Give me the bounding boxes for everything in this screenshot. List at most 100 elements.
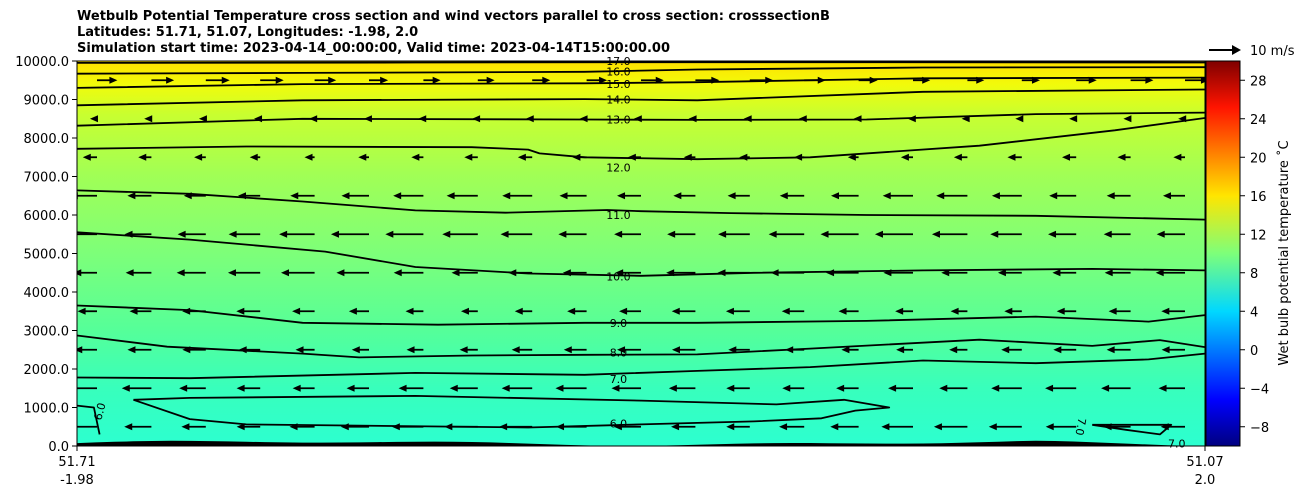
- contour-label: 13.0: [606, 114, 631, 127]
- wind-arrowhead: [895, 307, 904, 315]
- wind-arrowhead: [779, 423, 788, 431]
- contour-labels: 17.016.015.014.013.012.011.010.09.08.07.…: [91, 55, 1186, 451]
- wind-arrowhead: [1049, 192, 1058, 200]
- colorbar-tick-label: 4: [1250, 305, 1258, 320]
- wind-arrowhead: [572, 153, 581, 161]
- y-tick-label: 1000.0: [24, 402, 70, 417]
- wind-arrowhead: [798, 115, 807, 123]
- y-tick-label: 9000.0: [24, 94, 70, 109]
- wind-arrowhead: [1045, 384, 1054, 392]
- colorbar-tick-label: 24: [1250, 113, 1267, 128]
- contour-label: 7.0: [1073, 417, 1089, 436]
- wind-arrowhead: [627, 153, 636, 161]
- wind-arrowhead: [655, 76, 664, 84]
- wind-arrowhead: [726, 423, 735, 431]
- wind-arrowhead: [517, 153, 526, 161]
- wind-arrowhead: [633, 115, 642, 123]
- wind-arrowhead: [144, 115, 153, 123]
- wind-arrowhead: [418, 115, 427, 123]
- contour-label: 14.0: [606, 94, 631, 107]
- wind-arrowhead: [295, 346, 304, 354]
- wind-arrowhead: [121, 384, 130, 392]
- wind-arrowhead: [614, 230, 623, 238]
- wind-arrowhead: [69, 231, 77, 238]
- wind-arrowhead: [405, 307, 414, 315]
- wind-arrowhead: [500, 230, 509, 238]
- wind-arrowhead: [1161, 307, 1170, 315]
- wind-arrowhead: [449, 384, 458, 392]
- wind-arrowhead: [874, 230, 883, 238]
- wind-arrowhead: [556, 423, 565, 431]
- wind-arrowhead: [781, 307, 790, 315]
- wind-arrowhead: [124, 230, 133, 238]
- contour-line-15: [77, 76, 1205, 89]
- wind-arrowhead: [888, 384, 897, 392]
- contour-label: 7.0: [1168, 438, 1186, 451]
- wind-arrowhead: [181, 423, 190, 431]
- wind-arrowhead: [563, 346, 572, 354]
- wind-arrowhead: [1048, 230, 1057, 238]
- colorbar-tick-label: 0: [1250, 344, 1258, 359]
- chart-title-line-1: Wetbulb Potential Temperature cross sect…: [77, 9, 830, 24]
- wind-arrowhead: [1117, 153, 1126, 161]
- wind-arrowhead: [830, 423, 839, 431]
- x-tick-label-latitude: 51.71: [58, 455, 95, 470]
- wind-arrowhead: [138, 153, 147, 161]
- y-tick-label: 5000.0: [24, 248, 70, 263]
- wind-arrowhead: [931, 230, 940, 238]
- wind-arrowhead: [77, 346, 83, 354]
- contour-label: 16.0: [606, 65, 631, 78]
- wind-arrowhead: [683, 153, 692, 161]
- contour-label: 8.0: [610, 346, 628, 359]
- wind-arrowhead: [176, 269, 185, 277]
- wind-arrowhead: [336, 269, 345, 277]
- wind-arrowhead: [882, 192, 891, 200]
- wind-arrowhead: [558, 230, 567, 238]
- colorbar-label: Wet bulb potential temperature ˚C: [1276, 140, 1292, 365]
- wind-arrowhead: [1161, 346, 1170, 354]
- wind-arrowhead: [717, 269, 726, 277]
- wind-arrowhead: [950, 307, 959, 315]
- wind-arrowhead: [380, 76, 389, 84]
- wind-arrowhead: [1106, 192, 1115, 200]
- wind-arrowhead: [290, 192, 299, 200]
- wind-arrowhead: [542, 76, 551, 84]
- wind-arrowhead: [830, 192, 839, 200]
- wind-arrowhead: [1178, 115, 1187, 123]
- wind-arrowhead: [66, 423, 74, 430]
- wind-arrowhead: [228, 230, 237, 238]
- contour-line-6: [133, 395, 891, 429]
- wind-arrowhead: [499, 423, 508, 431]
- contour-label: 10.0: [606, 271, 631, 284]
- wind-arrowhead: [1004, 307, 1013, 315]
- wind-arrowhead: [227, 269, 236, 277]
- contour-line-7: [1092, 423, 1173, 436]
- wind-arrowhead: [1056, 307, 1065, 315]
- contour-line-11: [77, 189, 1205, 221]
- wind-arrowhead: [182, 307, 191, 315]
- wind-arrowhead: [501, 384, 510, 392]
- contour-label: 12.0: [606, 161, 631, 174]
- wind-arrowhead: [393, 192, 402, 200]
- wind-arrowhead: [939, 384, 948, 392]
- wind-arrowhead: [988, 423, 997, 431]
- wind-arrowhead: [770, 269, 779, 277]
- quiver-key: 10 m/s: [1209, 44, 1295, 59]
- wind-arrowhead: [907, 115, 916, 123]
- wind-arrowhead: [238, 346, 247, 354]
- wind-arrowhead: [177, 230, 186, 238]
- wind-arrowhead: [348, 307, 357, 315]
- wind-arrowhead: [667, 230, 676, 238]
- colorbar-ticks: −8 −4 0 4 8 12 16 20 24 28: [1240, 74, 1269, 436]
- wind-arrowhead: [363, 115, 372, 123]
- wind-arrowhead: [432, 76, 441, 84]
- wind-arrowhead: [221, 76, 230, 84]
- wind-arrowhead: [896, 346, 905, 354]
- wind-arrowhead: [1162, 192, 1171, 200]
- wind-arrowhead: [1031, 76, 1040, 84]
- colorbar-tick-label: 16: [1250, 190, 1267, 205]
- wind-arrowhead: [990, 230, 999, 238]
- y-tick-label: 2000.0: [24, 363, 70, 378]
- contour-line-17: [77, 61, 1205, 64]
- y-tick-label: 3000.0: [24, 325, 70, 340]
